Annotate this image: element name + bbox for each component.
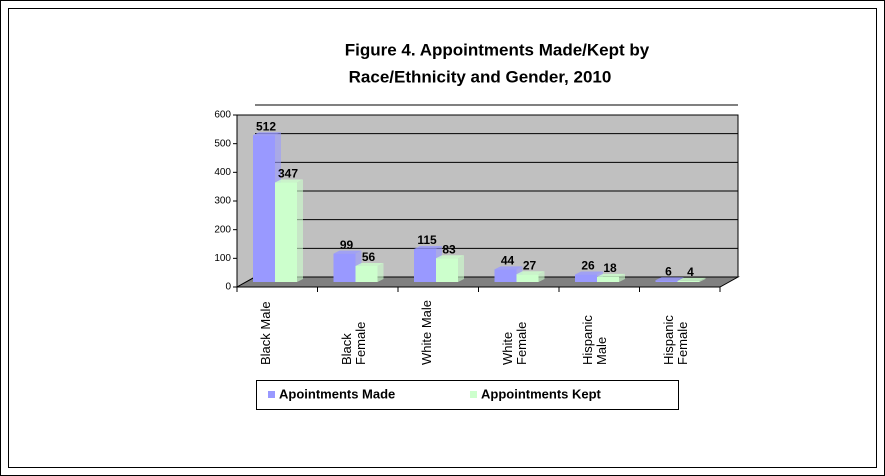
bar [333, 253, 356, 282]
bar-top [597, 273, 625, 277]
data-label: 56 [362, 250, 376, 264]
bar [677, 280, 700, 282]
bar-side [297, 179, 303, 282]
y-tick-label: 0 [225, 282, 231, 293]
bar-top [333, 250, 362, 254]
data-label: 6 [665, 264, 672, 278]
legend-label: Apointments Made [279, 386, 395, 401]
y-tick-label: 200 [214, 224, 231, 235]
x-tick-label: Hispanic Male [580, 315, 609, 365]
bar-top [275, 179, 303, 183]
data-label: 512 [256, 119, 276, 133]
chart-frame [8, 8, 877, 468]
legend-swatch [268, 391, 275, 398]
bar [655, 280, 678, 282]
data-label: 18 [603, 261, 617, 275]
data-label: 4 [687, 265, 694, 279]
bar [494, 269, 517, 282]
data-label: 83 [442, 242, 456, 256]
bar [253, 135, 275, 282]
chart-title: Figure 4. Appointments Made/Kept by [345, 40, 650, 59]
data-label: 44 [501, 254, 515, 268]
data-label: 27 [523, 258, 537, 272]
bar-side [619, 273, 625, 282]
bar-top [414, 246, 442, 250]
x-tick-label: Black Female [338, 321, 368, 365]
bar-side [458, 255, 464, 282]
data-label: 115 [417, 233, 437, 247]
y-tick-label: 300 [214, 196, 231, 207]
bar [436, 258, 458, 282]
bar-top [655, 277, 684, 281]
bar [414, 249, 436, 282]
bar-side [699, 277, 706, 282]
legend-swatch [470, 391, 477, 398]
bar [597, 276, 619, 282]
bar-top [436, 255, 464, 259]
bar-top [516, 271, 545, 275]
bar-top [253, 132, 281, 136]
data-label: 26 [581, 259, 595, 273]
data-label: 99 [340, 238, 354, 252]
y-tick-label: 500 [214, 138, 231, 149]
legend-box [256, 380, 679, 410]
y-tick-label: 400 [214, 167, 231, 178]
bar-side [538, 271, 545, 282]
y-tick-label: 100 [214, 253, 231, 264]
y-tick-label: 600 [214, 110, 231, 121]
x-tick-label: White Male [419, 299, 434, 365]
x-tick-label: White Female [499, 321, 529, 365]
bar [516, 274, 539, 282]
bar-top [575, 271, 603, 275]
bar [355, 265, 378, 282]
bar-top [494, 266, 523, 270]
bar-top [677, 277, 706, 281]
chart-subtitle: Race/Ethnicity and Gender, 2010 [349, 67, 612, 86]
bar [575, 274, 597, 282]
legend-label: Appointments Kept [481, 386, 602, 401]
back-wall [236, 114, 739, 288]
bar-side [377, 262, 384, 282]
bar [275, 182, 297, 282]
bar-top [355, 262, 384, 266]
x-tick-label: Hispanic Female [660, 315, 690, 365]
data-label: 347 [278, 167, 298, 181]
x-tick-label: Black Male [258, 301, 273, 365]
